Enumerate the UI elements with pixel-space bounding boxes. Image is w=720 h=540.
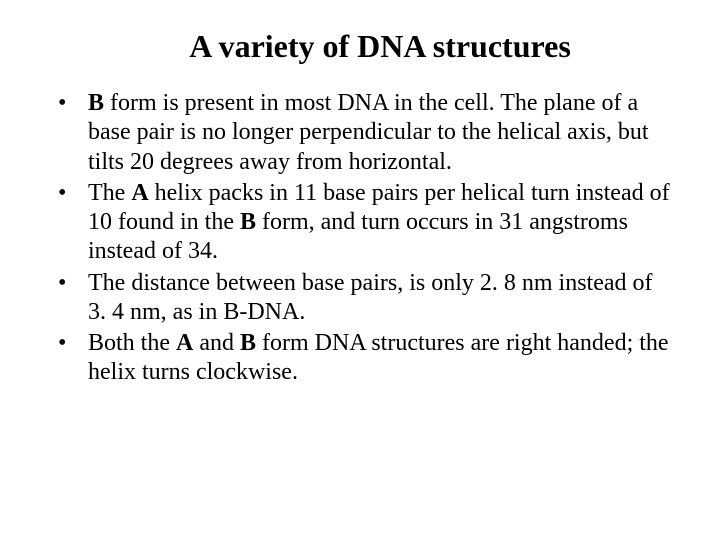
text-run: The	[88, 180, 131, 206]
text-run: B	[240, 209, 256, 235]
slide-title: A variety of DNA structures	[50, 28, 670, 65]
text-run: A	[131, 180, 148, 206]
text-run: Both the	[88, 330, 176, 356]
bullet-item: Both the A and B form DNA structures are…	[50, 329, 670, 388]
text-run: and	[193, 330, 240, 356]
bullet-list: B form is present in most DNA in the cel…	[50, 89, 670, 388]
bullet-item: The A helix packs in 11 base pairs per h…	[50, 179, 670, 267]
slide: A variety of DNA structures B form is pr…	[0, 0, 720, 540]
text-run: B	[240, 330, 256, 356]
bullet-item: B form is present in most DNA in the cel…	[50, 89, 670, 177]
text-run: B	[88, 90, 104, 116]
bullet-item: The distance between base pairs, is only…	[50, 269, 670, 328]
text-run: The distance between base pairs, is only…	[88, 270, 653, 325]
text-run: form is present in most DNA in the cell.…	[88, 90, 648, 175]
text-run: A	[176, 330, 193, 356]
